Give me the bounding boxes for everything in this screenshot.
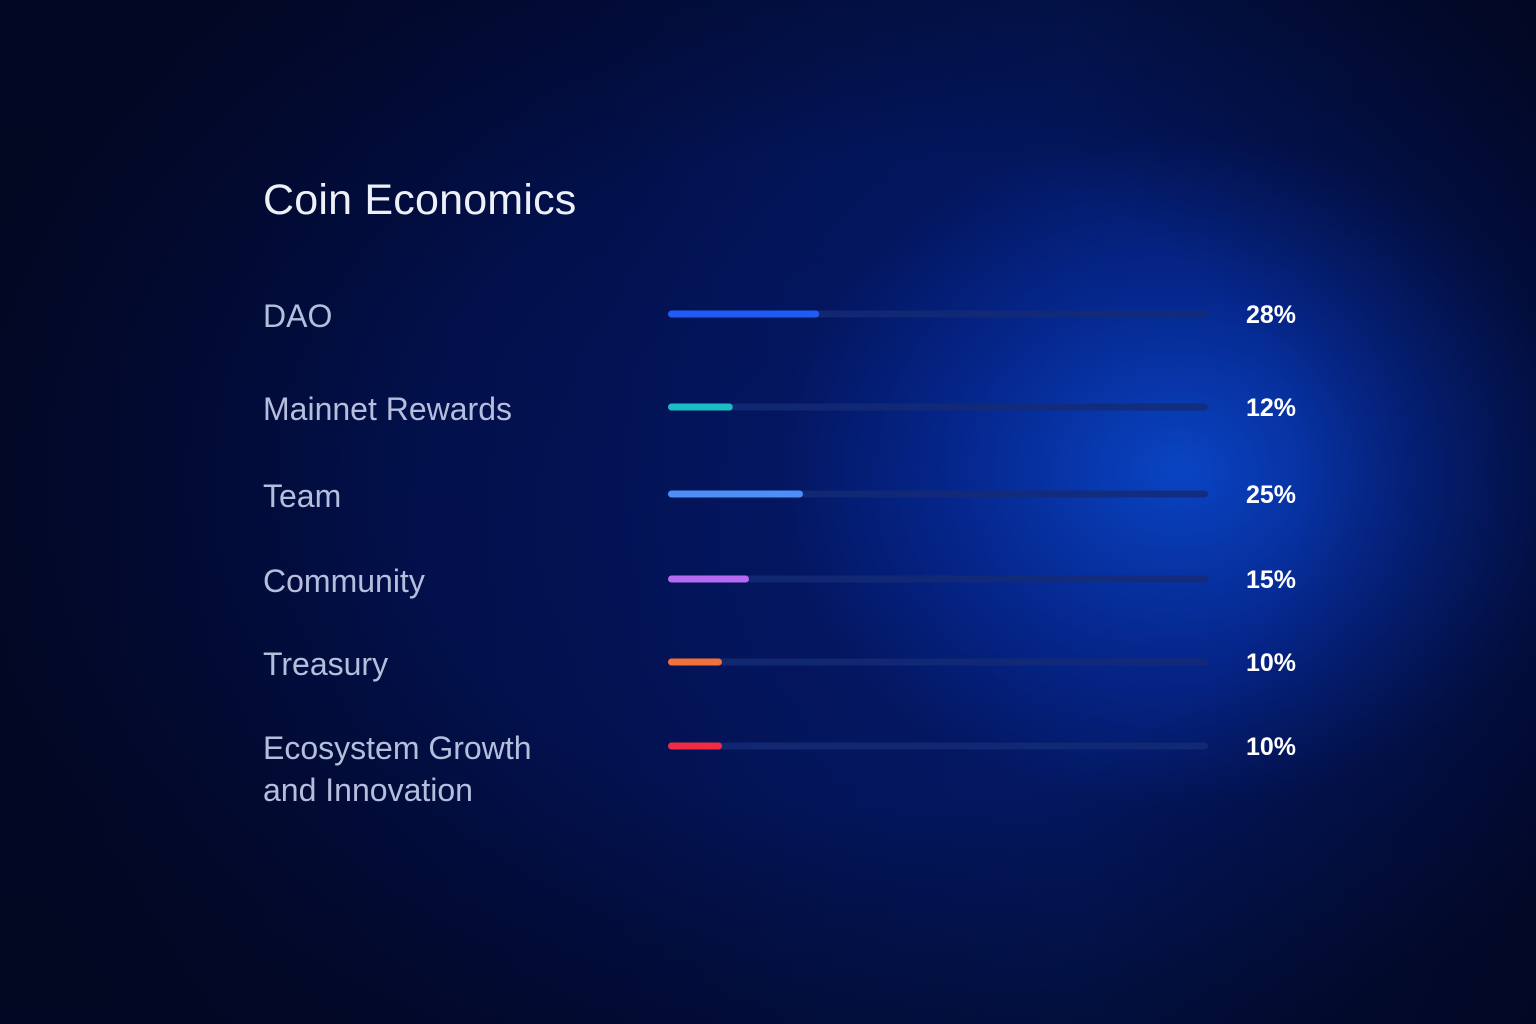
bar-team [668,490,803,498]
chart-title: Coin Economics [263,176,577,224]
bar-track [668,490,1208,498]
bar-dao [668,310,820,318]
category-label: Ecosystem Growth and Innovation [263,730,532,808]
bar-mainnet-rewards [668,403,733,411]
bar-row-ecosystem-growth-and-innovation: Ecosystem Growth and Innovation 10% [263,730,1296,808]
value-label: 15% [1246,566,1296,594]
bar-ecosystem-growth-and-innovation [668,742,722,750]
bar-treasury [668,658,722,666]
value-label: 10% [1246,649,1296,677]
bar-community [668,575,749,583]
category-label: Team [263,478,341,514]
bar-row-community: Community 15% [263,563,1296,599]
bar-row-team: Team 25% [263,478,1296,514]
bar-track [668,403,1208,411]
value-label: 12% [1246,394,1296,422]
bar-row-dao: DAO 28% [263,298,1296,334]
value-label: 28% [1246,301,1296,329]
category-label: DAO [263,298,332,334]
bar-track [668,658,1208,666]
value-label: 25% [1246,481,1296,509]
category-label: Treasury [263,646,388,682]
bar-row-mainnet-rewards: Mainnet Rewards 12% [263,391,1296,427]
bar-row-treasury: Treasury 10% [263,646,1296,682]
bar-track [668,742,1208,750]
value-label: 10% [1246,733,1296,761]
category-label: Community [263,563,425,599]
category-label: Mainnet Rewards [263,391,512,427]
bar-track [668,575,1208,583]
